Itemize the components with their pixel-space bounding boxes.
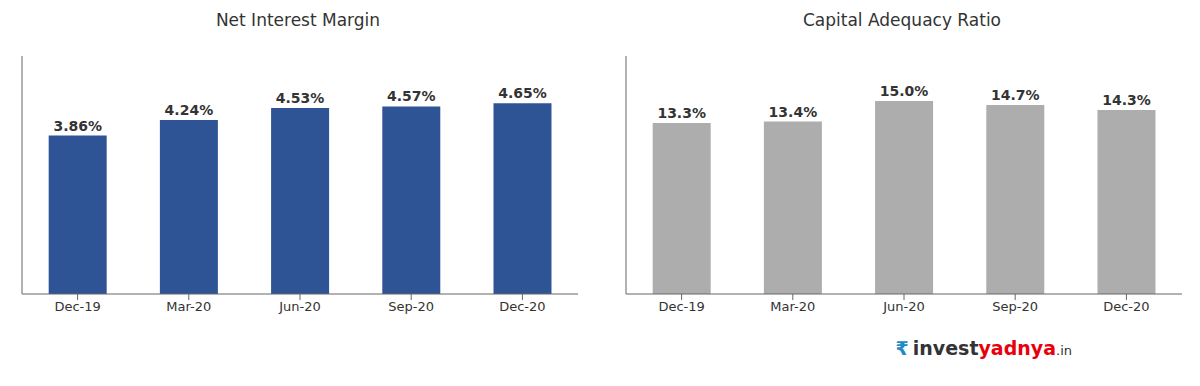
svg-text:Dec-19: Dec-19 <box>658 299 704 314</box>
svg-text:14.3%: 14.3% <box>1102 92 1151 108</box>
svg-text:Dec-20: Dec-20 <box>499 299 545 314</box>
svg-text:Mar-20: Mar-20 <box>770 299 815 314</box>
svg-text:4.24%: 4.24% <box>165 102 214 118</box>
html-text:Net Interest Margin: Net Interest Margin <box>215 10 381 30</box>
svg-text:Jun-20: Jun-20 <box>278 299 321 314</box>
html-text:Capital Adequacy Ratio: Capital Adequacy Ratio <box>803 10 1001 30</box>
svg-text:Sep-20: Sep-20 <box>388 299 434 314</box>
svg-text:Dec-19: Dec-19 <box>54 299 100 314</box>
svg-text:Sep-20: Sep-20 <box>992 299 1038 314</box>
svg-text:15.0%: 15.0% <box>880 83 929 99</box>
svg-text:Jun-20: Jun-20 <box>882 299 925 314</box>
svg-text:13.3%: 13.3% <box>657 105 706 121</box>
svg-text:3.86%: 3.86% <box>53 118 102 134</box>
svg-text:13.4%: 13.4% <box>769 104 818 120</box>
svg-text:Dec-20: Dec-20 <box>1103 299 1149 314</box>
svg-text:4.65%: 4.65% <box>498 85 547 101</box>
html-text:₹ invest yadnya.in: ₹ invest yadnya.in <box>895 337 1072 359</box>
svg-text:4.53%: 4.53% <box>276 90 325 106</box>
svg-text:14.7%: 14.7% <box>991 87 1040 103</box>
svg-text:4.57%: 4.57% <box>387 88 436 104</box>
svg-text:Mar-20: Mar-20 <box>166 299 211 314</box>
